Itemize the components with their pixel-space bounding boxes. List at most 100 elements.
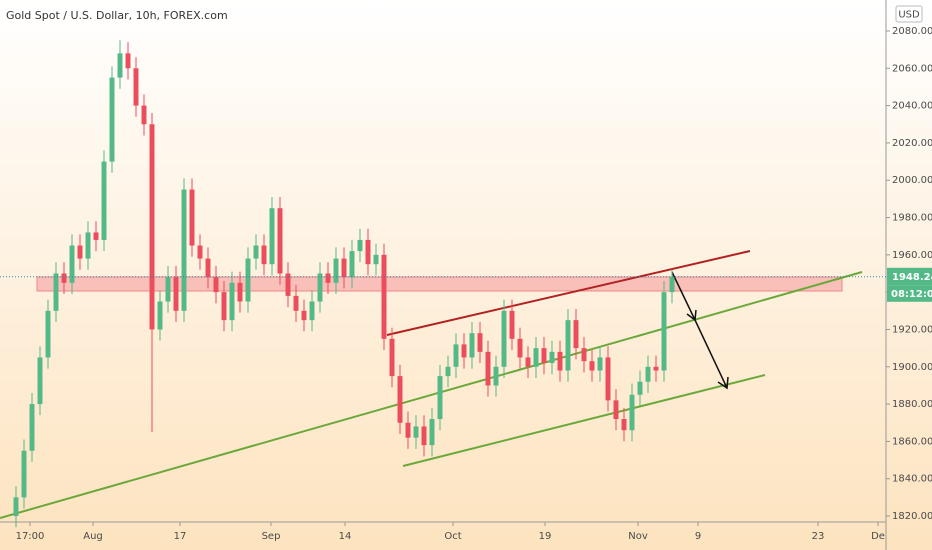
candle-body: [277, 208, 283, 274]
candle-body: [477, 333, 483, 352]
currency-box[interactable]: [895, 5, 923, 23]
candle-body: [301, 310, 307, 321]
y-tick-label: 2060.00: [892, 63, 932, 74]
candle-body: [525, 357, 531, 367]
y-tick-label: 1820.00: [892, 511, 932, 522]
y-tick-label: 2080.00: [892, 26, 932, 37]
candle-body: [421, 426, 427, 446]
x-tick-label: Aug: [83, 531, 103, 542]
x-tick-label: Oct: [444, 531, 461, 542]
arrow: [671, 271, 696, 321]
y-tick-label: 1980.00: [892, 213, 932, 224]
candle-body: [493, 366, 499, 386]
candle-body: [293, 295, 299, 311]
x-tick-label: Sep: [262, 531, 281, 542]
candle-body: [429, 419, 435, 446]
candle-body: [509, 310, 515, 339]
candle-body: [589, 361, 595, 371]
candle-body: [157, 301, 163, 330]
currency: USD: [898, 10, 920, 21]
candle-body: [461, 344, 467, 358]
y-tick-label: 2040.00: [892, 101, 932, 112]
candle-body: [181, 189, 187, 311]
chart-title: Gold Spot / U.S. Dollar, 10h, FOREX.com: [6, 9, 228, 22]
candle-body: [613, 400, 619, 420]
candle-body: [373, 254, 379, 265]
resistance-zone: [36, 276, 843, 292]
candle-body: [229, 282, 235, 321]
candle-body: [397, 376, 403, 423]
candle-body: [485, 351, 491, 386]
arrow-head: [717, 376, 729, 390]
candle-body: [573, 320, 579, 349]
candle-body: [189, 189, 195, 246]
candle-body: [197, 245, 203, 259]
candle-body: [269, 208, 275, 265]
candle-body: [245, 258, 251, 302]
candle-body: [637, 381, 643, 395]
candle-body: [661, 292, 667, 371]
candle-body: [565, 320, 571, 371]
y-tick-label: 1900.00: [892, 362, 932, 373]
candle-body: [45, 310, 51, 358]
candle-body: [533, 348, 539, 367]
trend-line: [0, 271, 863, 519]
candle-body: [517, 338, 523, 358]
candle-body: [285, 273, 291, 296]
x-tick-label: 23: [812, 531, 825, 542]
candle-body: [309, 301, 315, 321]
candle-body: [13, 497, 19, 517]
candle-body: [109, 77, 115, 162]
candle-body: [469, 333, 475, 358]
y-tick-label: 1960.00: [892, 250, 932, 261]
candle-body: [149, 124, 155, 330]
candle-body: [253, 245, 259, 259]
candle-body: [405, 422, 411, 438]
channel-line: [402, 374, 766, 467]
y-tick-label: 2020.00: [892, 138, 932, 149]
countdown-box: [887, 285, 932, 302]
candle-body: [221, 292, 227, 321]
candle-body: [101, 161, 107, 240]
candle-body: [141, 105, 147, 125]
candle-body: [549, 351, 555, 364]
y-tick-label: 1860.00: [892, 436, 932, 447]
candle-body: [317, 273, 323, 302]
candle-body: [61, 273, 67, 283]
candle-body: [117, 53, 123, 78]
countdown: 08:12:02: [891, 289, 932, 300]
candle-body: [349, 251, 355, 278]
candle-body: [413, 426, 419, 438]
candle-body: [645, 366, 651, 382]
candle-body: [621, 419, 627, 431]
candle-body: [629, 394, 635, 431]
x-tick-label: Nov: [628, 531, 648, 542]
y-tick-label: 1920.00: [892, 324, 932, 335]
candle-body: [261, 245, 267, 265]
x-tick-label: 9: [695, 531, 701, 542]
candle-body: [341, 258, 347, 278]
candle-body: [125, 53, 131, 69]
candle-body: [333, 258, 339, 283]
candle-body: [365, 239, 371, 265]
candle-body: [389, 338, 395, 377]
candle-body: [85, 232, 91, 259]
candle-body: [21, 450, 27, 498]
candle-body: [133, 68, 139, 106]
candle-body: [581, 348, 587, 362]
last-price-box: [887, 267, 932, 286]
candle-body: [605, 357, 611, 401]
candle-body: [77, 245, 83, 259]
candle-body: [557, 351, 563, 371]
candle-body: [669, 277, 675, 293]
candle-body: [437, 376, 443, 420]
x-tick-label: 17:00: [16, 531, 45, 542]
candle-body: [653, 366, 659, 371]
candle-body: [445, 366, 451, 377]
candle-body: [53, 273, 59, 311]
x-tick-label: De: [871, 531, 885, 542]
candle-body: [37, 357, 43, 405]
candle-body: [213, 277, 219, 293]
x-tick-label: 19: [539, 531, 552, 542]
